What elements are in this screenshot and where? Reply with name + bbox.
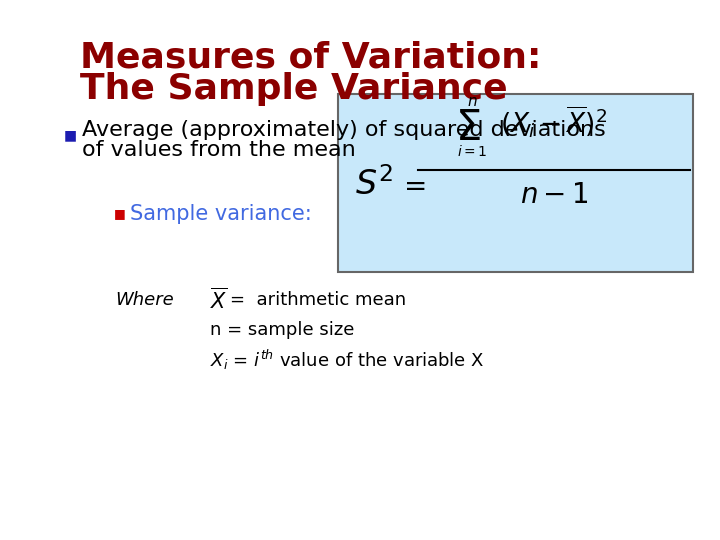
Text: =  arithmetic mean: = arithmetic mean [230,291,406,309]
Text: $(X_i - \overline{X})^2$: $(X_i - \overline{X})^2$ [500,104,607,139]
Text: of values from the mean: of values from the mean [82,140,356,160]
Text: $i{=}1$: $i{=}1$ [456,145,487,159]
Text: n = sample size: n = sample size [210,321,354,339]
Text: $\Sigma$: $\Sigma$ [455,107,481,149]
Text: ■: ■ [114,207,126,220]
Text: Average (approximately) of squared deviations: Average (approximately) of squared devia… [82,120,606,140]
Text: $X_i$ = $i^{th}$ value of the variable X: $X_i$ = $i^{th}$ value of the variable X [210,348,485,372]
Text: $n - 1$: $n - 1$ [520,181,588,209]
Text: Sample variance:: Sample variance: [130,204,312,224]
Text: Where: Where [115,291,174,309]
FancyBboxPatch shape [338,94,693,272]
Text: Measures of Variation:: Measures of Variation: [80,40,541,74]
Text: $n$: $n$ [467,94,477,110]
Text: The Sample Variance: The Sample Variance [80,72,508,106]
Text: $\overline{X}$: $\overline{X}$ [210,287,228,313]
Text: $S^2$: $S^2$ [355,167,393,202]
Text: $=$: $=$ [398,171,426,199]
Text: ■: ■ [63,128,76,142]
